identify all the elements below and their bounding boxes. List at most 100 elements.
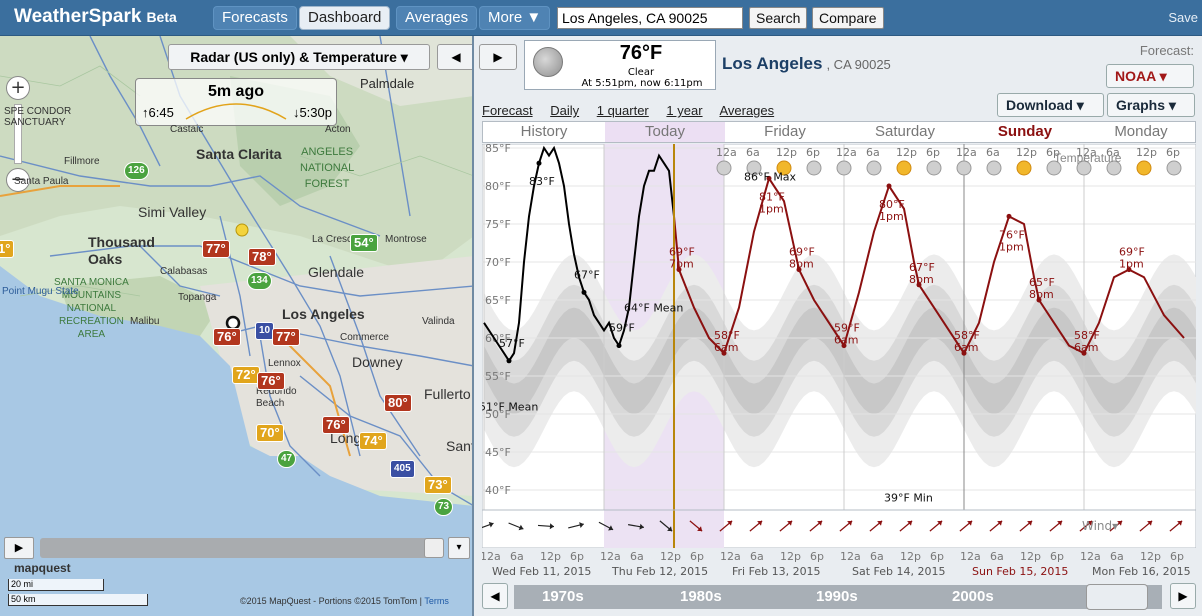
temp-marker[interactable]: 1°	[0, 240, 15, 258]
decade-label[interactable]: 1970s	[542, 588, 584, 605]
data-point-marker	[616, 343, 622, 349]
play-button[interactable]: ▶	[4, 537, 34, 559]
graph-series-label[interactable]: Temperature	[1054, 151, 1122, 165]
zoom-in-button[interactable]: +	[6, 76, 30, 100]
temp-marker[interactable]: 76°	[322, 416, 350, 434]
mapquest-logo: mapquest	[14, 561, 71, 575]
data-points	[506, 160, 1132, 364]
date-label: Fri Feb 13, 2015	[732, 565, 821, 578]
map-layer-select[interactable]: Radar (US only) & Temperature ▾	[168, 44, 430, 70]
date-label: Thu Feb 12, 2015	[611, 565, 708, 578]
compare-button[interactable]: Compare	[812, 7, 884, 29]
map-label-fillmore: Fillmore	[64, 156, 100, 167]
wind-row	[482, 509, 1196, 532]
wind-arrow-icon	[959, 520, 973, 532]
decade-label[interactable]: 2000s	[952, 588, 994, 605]
day-header-sunday[interactable]: Sunday	[997, 123, 1053, 140]
annotation-line: 6am	[954, 341, 978, 354]
day-header-friday[interactable]: Friday	[764, 123, 806, 140]
data-point-marker	[1126, 267, 1132, 273]
temp-marker[interactable]: 78°	[248, 248, 276, 266]
map-label-santa-ana: Sant	[446, 438, 474, 454]
link-1-year[interactable]: 1 year	[666, 103, 703, 118]
decade-next-button[interactable]: ▶	[1170, 583, 1196, 609]
annotation-line: 1pm	[879, 210, 904, 223]
nav-more-button[interactable]: More ▼	[479, 6, 551, 30]
temp-marker[interactable]: 76°	[257, 372, 285, 390]
nav-averages-button[interactable]: Averages	[396, 6, 478, 30]
graphs-dropdown[interactable]: Graphs ▾	[1107, 93, 1195, 117]
map-label-condor: SPE CONDOR SANCTUARY	[4, 106, 72, 128]
radar-timeline-thumb[interactable]	[424, 538, 444, 558]
day-header-today[interactable]: Today	[605, 122, 725, 142]
location-search-input[interactable]	[557, 7, 743, 29]
decade-label[interactable]: 1990s	[816, 588, 858, 605]
data-point-marker	[536, 160, 542, 166]
decade-prev-button[interactable]: ◀	[482, 583, 508, 609]
temp-marker[interactable]: 74°	[359, 432, 387, 450]
radar-menu-dropdown[interactable]: ▾	[448, 537, 470, 559]
data-point-marker	[721, 350, 727, 356]
annotation-line: 59°F	[834, 322, 860, 335]
temp-marker[interactable]: 77°	[202, 240, 230, 258]
nav-dashboard-button[interactable]: Dashboard	[299, 6, 391, 30]
day-header-saturday[interactable]: Saturday	[874, 123, 936, 140]
temp-marker[interactable]: 70°	[256, 424, 284, 442]
y-tick-label: 40°F	[485, 484, 511, 497]
terms-link[interactable]: Terms	[424, 596, 449, 606]
bottom-hour-label: 6a	[630, 550, 644, 563]
highway-shield-126: 126	[124, 162, 149, 180]
search-button[interactable]: Search	[749, 7, 808, 29]
annotation-line: 8pm	[909, 273, 934, 286]
link-1-quarter[interactable]: 1 quarter	[596, 103, 649, 118]
current-observation-time: At 5:51pm, now 6:11pm	[581, 78, 703, 89]
zoom-slider[interactable]	[14, 104, 22, 164]
wind-arrow-icon	[989, 520, 1003, 532]
annotation-line: 8pm	[789, 258, 814, 271]
map-next-button[interactable]: ▶	[479, 44, 517, 70]
temp-marker[interactable]: 54°	[350, 234, 378, 252]
temp-marker[interactable]: 73°	[424, 476, 452, 494]
radar-timeline-track[interactable]	[40, 538, 444, 558]
bottom-hour-label: 12a	[840, 550, 861, 563]
map-label-commerce: Commerce	[340, 332, 389, 343]
data-point-marker	[796, 267, 802, 273]
temp-marker[interactable]: 76°	[213, 328, 241, 346]
bottom-hour-label: 12p	[1020, 550, 1041, 563]
temp-marker[interactable]: 80°	[384, 394, 412, 412]
forecast-source-dropdown[interactable]: NOAA ▾	[1106, 64, 1194, 88]
sun-arc-icon	[185, 103, 287, 120]
temp-marker[interactable]: 77°	[272, 328, 300, 346]
wind-dropdown[interactable]: Wind▾	[1082, 519, 1119, 533]
download-dropdown[interactable]: Download ▾	[997, 93, 1104, 117]
temperature-chart[interactable]: 85°F80°F75°F70°F65°F60°F55°F50°F45°F40°F…	[482, 144, 1196, 548]
bottom-hour-label: 6p	[1170, 550, 1184, 563]
hourly-weather-icons	[716, 160, 1182, 176]
day-header-monday[interactable]: Monday	[1114, 123, 1168, 140]
link-averages[interactable]: Averages	[719, 103, 775, 118]
link-forecast[interactable]: Forecast	[482, 103, 533, 118]
chart-annotation: 58°F 6am	[954, 329, 980, 354]
moon-icon	[956, 160, 972, 176]
decade-range-thumb[interactable]	[1086, 584, 1148, 610]
map-prev-button[interactable]: ◀	[437, 44, 472, 70]
normal-band-inner	[484, 307, 1196, 414]
decade-track[interactable]: 1970s 1980s 1990s 2000s	[514, 584, 1162, 610]
link-daily[interactable]: Daily	[550, 103, 580, 118]
temp-marker[interactable]: 72°	[232, 366, 260, 384]
map-label-palmdale: Palmdale	[360, 76, 415, 91]
highway-shield-134: 134	[247, 272, 272, 290]
decade-label[interactable]: 1980s	[680, 588, 722, 605]
annotation-line: 65°F	[1029, 276, 1055, 289]
moon-icon	[746, 160, 762, 176]
brand-logo[interactable]: WeatherSpark Beta	[14, 6, 177, 27]
annotation-line: 59°F	[609, 322, 635, 335]
save-link[interactable]: Save	[1168, 10, 1198, 25]
y-tick-label: 75°F	[485, 218, 511, 231]
chart-annotation: 69°F 8pm	[789, 246, 815, 271]
moon-icon	[926, 160, 942, 176]
radar-map[interactable]: Radar (US only) & Temperature ▾ ◀ 5m ago…	[0, 36, 474, 616]
day-header-history[interactable]: History	[520, 123, 568, 140]
nav-forecasts-button[interactable]: Forecasts	[213, 6, 297, 30]
zoom-out-button[interactable]: −	[6, 168, 30, 192]
